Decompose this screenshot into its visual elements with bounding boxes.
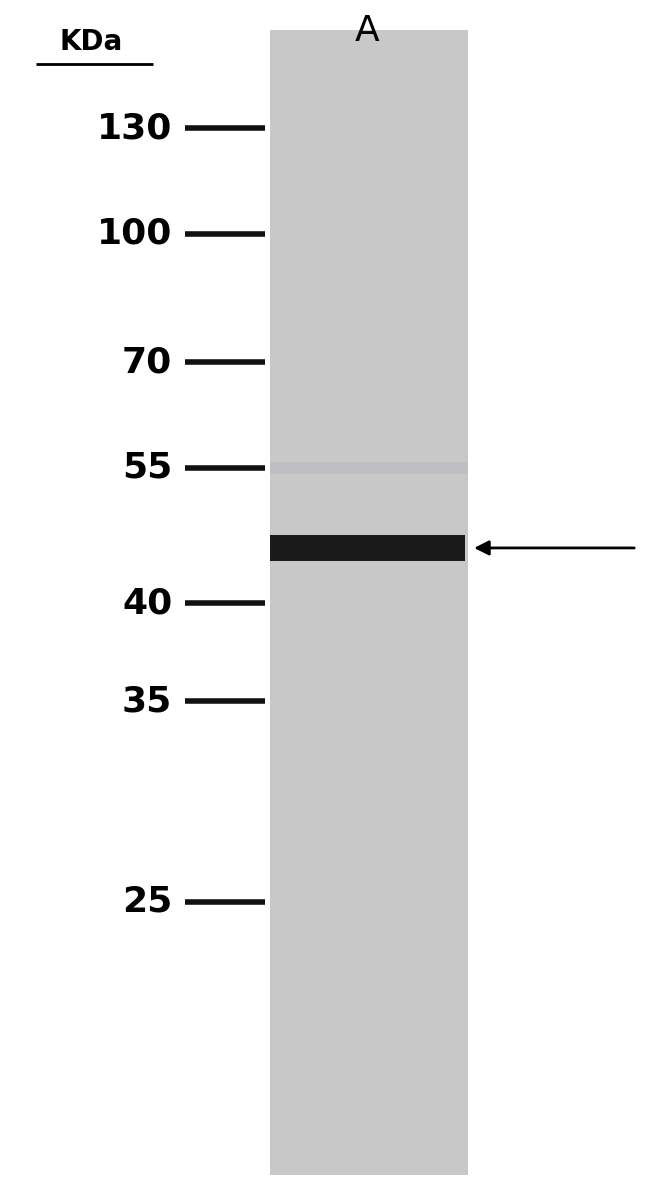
Text: 130: 130 xyxy=(97,112,172,145)
Text: A: A xyxy=(355,14,380,48)
Text: 40: 40 xyxy=(122,586,172,620)
Text: KDa: KDa xyxy=(59,28,123,56)
Bar xyxy=(270,462,468,474)
Bar xyxy=(270,30,468,1175)
Text: 25: 25 xyxy=(122,885,172,918)
Text: 70: 70 xyxy=(122,345,172,379)
Text: 55: 55 xyxy=(122,451,172,484)
Text: 35: 35 xyxy=(122,685,172,718)
Text: 100: 100 xyxy=(97,217,172,251)
Bar xyxy=(270,535,465,561)
